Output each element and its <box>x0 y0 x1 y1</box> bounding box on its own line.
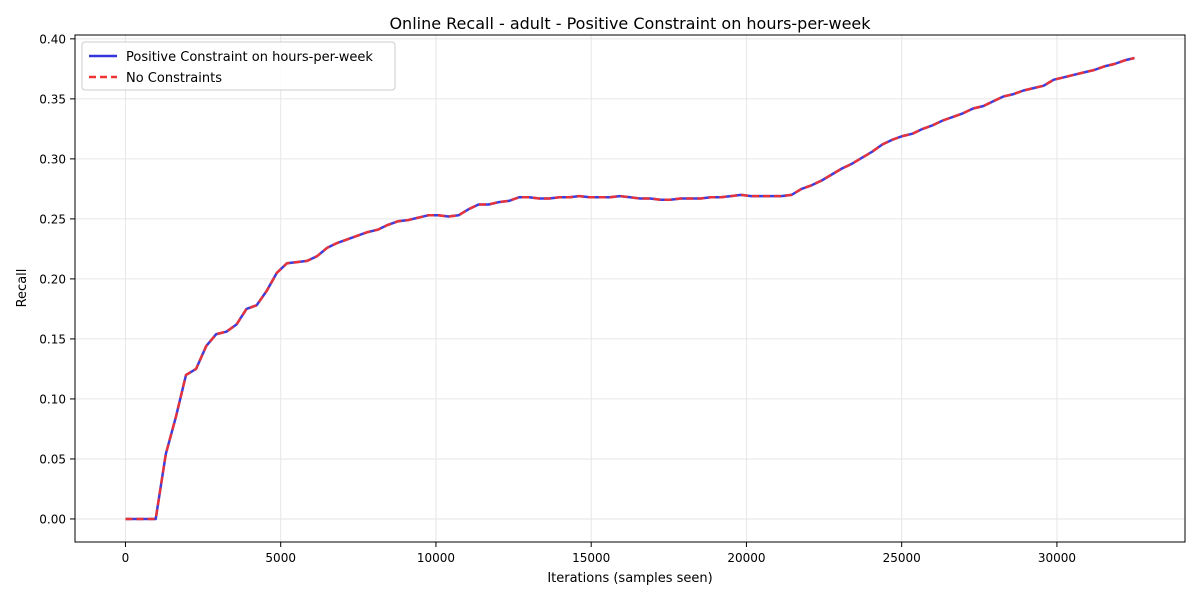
y-tick-label: 0.10 <box>39 392 66 406</box>
legend-label-constraint: Positive Constraint on hours-per-week <box>126 50 373 65</box>
series-layer <box>125 56 1135 521</box>
x-tick-label: 25000 <box>883 551 921 565</box>
x-tick-label: 5000 <box>265 551 296 565</box>
y-axis-label: Recall <box>15 269 30 308</box>
plot-frame <box>74 34 1186 543</box>
y-tick-label: 0.05 <box>39 452 66 466</box>
grid-layer <box>75 35 1185 542</box>
y-tick-label: 0.30 <box>39 152 66 166</box>
y-tick-label: 0.25 <box>39 212 66 226</box>
legend: Positive Constraint on hours-per-week No… <box>81 41 396 91</box>
legend-label-no-constraints: No Constraints <box>126 71 222 86</box>
y-tick-label: 0.20 <box>39 272 66 286</box>
x-tick-label: 15000 <box>572 551 610 565</box>
chart-title: Online Recall - adult - Positive Constra… <box>389 14 871 33</box>
y-tick-label: 0.00 <box>39 512 66 526</box>
series-line-no-constraints <box>125 56 1135 521</box>
legend-box <box>81 41 396 91</box>
y-tick-label: 0.15 <box>39 332 66 346</box>
y-tick-label: 0.40 <box>39 32 66 46</box>
y-ticks: 0.00 0.05 0.10 0.15 0.20 0.25 0.30 0.35 0.40 <box>39 32 75 526</box>
y-tick-label: 0.35 <box>39 92 66 106</box>
x-axis-label: Iterations (samples seen) <box>547 571 712 586</box>
x-tick-label: 10000 <box>417 551 455 565</box>
x-tick-label: 20000 <box>727 551 765 565</box>
x-tick-label: 30000 <box>1038 551 1076 565</box>
x-ticks: 0 5000 10000 15000 20000 25000 30000 <box>122 542 1076 565</box>
x-tick-label: 0 <box>122 551 130 565</box>
